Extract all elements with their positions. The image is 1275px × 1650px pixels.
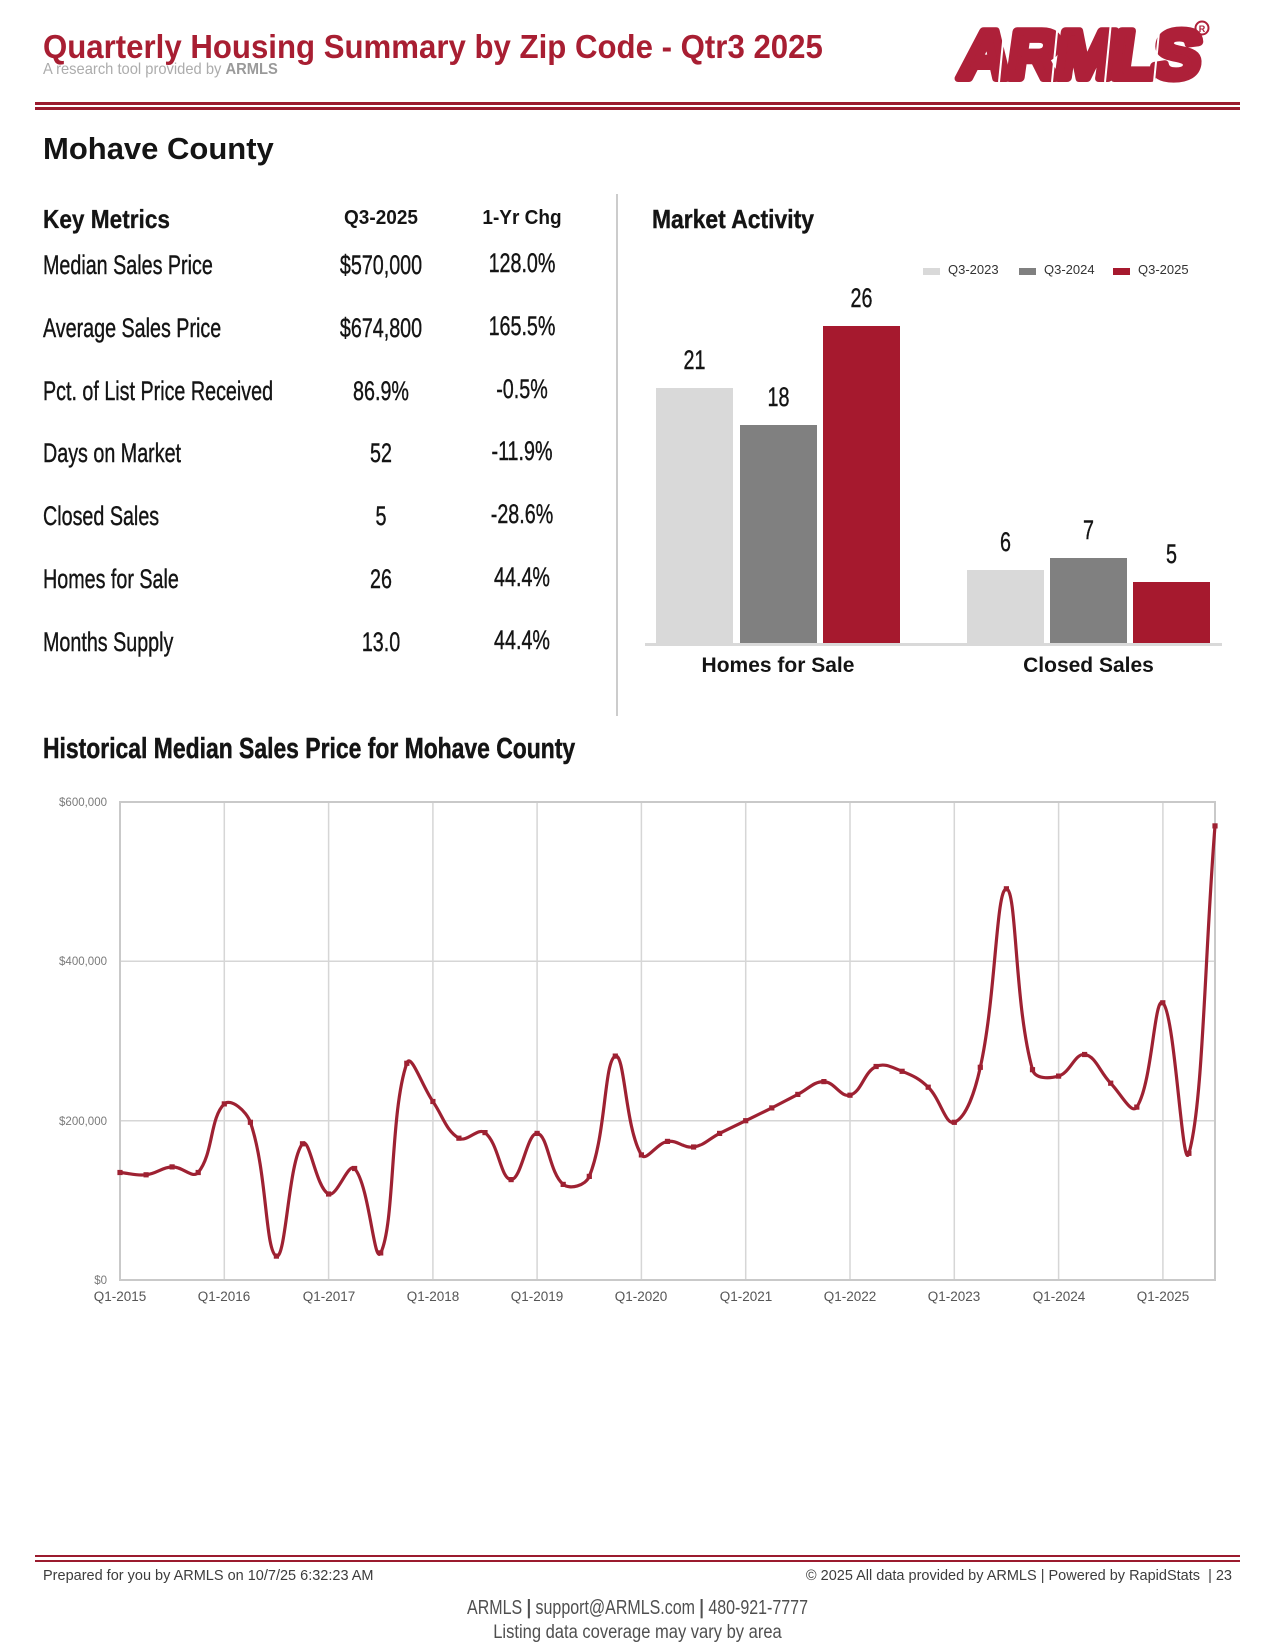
svg-text:Q1-2022: Q1-2022 [824,1289,877,1304]
svg-text:Q1-2020: Q1-2020 [615,1289,668,1304]
svg-text:Q1-2023: Q1-2023 [928,1289,981,1304]
svg-text:$400,000: $400,000 [59,956,107,968]
svg-text:Q1-2025: Q1-2025 [1137,1289,1190,1304]
svg-text:Q1-2015: Q1-2015 [94,1289,147,1304]
svg-text:Q1-2016: Q1-2016 [198,1289,251,1304]
svg-text:$600,000: $600,000 [59,797,107,809]
svg-text:Q1-2017: Q1-2017 [303,1289,356,1304]
svg-text:$200,000: $200,000 [59,1116,107,1128]
svg-text:ARMLS: ARMLS [955,17,1204,92]
svg-text:Q1-2018: Q1-2018 [407,1289,460,1304]
svg-text:Q1-2021: Q1-2021 [720,1289,773,1304]
svg-text:R: R [1199,24,1206,34]
svg-text:Q1-2024: Q1-2024 [1033,1289,1086,1304]
svg-text:$0: $0 [94,1275,107,1287]
svg-text:Q1-2019: Q1-2019 [511,1289,564,1304]
